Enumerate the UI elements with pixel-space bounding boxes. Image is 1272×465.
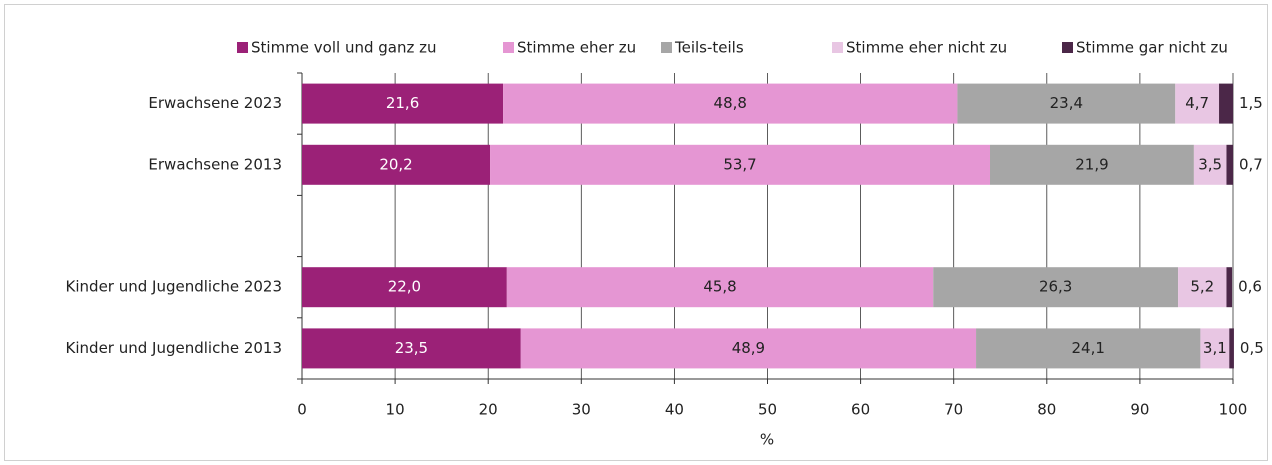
legend-label: Stimme voll und ganz zu xyxy=(251,39,437,57)
x-tick-label: 90 xyxy=(1130,401,1149,419)
legend-label: Stimme eher zu xyxy=(517,39,636,57)
legend-swatch xyxy=(1062,42,1073,53)
bar-segment xyxy=(933,267,1179,308)
data-label: 0,6 xyxy=(1238,278,1262,296)
data-label: 0,5 xyxy=(1240,339,1264,357)
bar-segment xyxy=(302,267,507,308)
data-label: 23,5 xyxy=(395,339,428,357)
bar-segment xyxy=(1226,144,1233,185)
bar-segment xyxy=(1175,83,1220,124)
bar-segment xyxy=(503,83,958,124)
bar-segment xyxy=(1219,83,1233,124)
data-label: 24,1 xyxy=(1072,339,1105,357)
data-label: 3,5 xyxy=(1198,155,1222,173)
data-label: 48,9 xyxy=(732,339,765,357)
legend-label: Teils-teils xyxy=(674,39,744,57)
legend-swatch xyxy=(237,42,248,53)
x-tick-label: 60 xyxy=(851,401,870,419)
data-label: 21,9 xyxy=(1075,155,1108,173)
x-tick-label: 10 xyxy=(386,401,405,419)
x-tick-label: 30 xyxy=(572,401,591,419)
bar-segment xyxy=(302,144,491,185)
bar-segment xyxy=(1226,267,1233,308)
bar-segment xyxy=(506,267,934,308)
legend-swatch xyxy=(832,42,843,53)
data-label: 22,0 xyxy=(388,278,421,296)
y-tick-label: Kinder und Jugendliche 2023 xyxy=(66,278,282,296)
legend-swatch xyxy=(661,42,672,53)
x-axis-label: % xyxy=(760,431,774,449)
data-label: 20,2 xyxy=(379,155,412,173)
frame xyxy=(4,4,1268,461)
data-label: 3,1 xyxy=(1203,339,1227,357)
data-label: 26,3 xyxy=(1039,278,1072,296)
bar-segment xyxy=(1229,328,1234,369)
data-label: 48,8 xyxy=(714,94,747,112)
x-tick-label: 0 xyxy=(297,401,307,419)
x-tick-label: 20 xyxy=(479,401,498,419)
data-label: 4,7 xyxy=(1185,94,1209,112)
y-tick-label: Erwachsene 2023 xyxy=(148,94,282,112)
data-label: 53,7 xyxy=(723,155,756,173)
x-tick-label: 50 xyxy=(758,401,777,419)
bar-segment xyxy=(957,83,1176,124)
bar-segment xyxy=(1200,328,1230,369)
data-label: 1,5 xyxy=(1239,94,1263,112)
bar-segment xyxy=(990,144,1194,185)
bar-segment xyxy=(490,144,991,185)
x-tick-label: 80 xyxy=(1037,401,1056,419)
y-tick-label: Erwachsene 2013 xyxy=(148,155,282,173)
bar-segment xyxy=(1178,267,1227,308)
bar-segment xyxy=(302,328,521,369)
bar-segment xyxy=(976,328,1201,369)
x-tick-label: 70 xyxy=(944,401,963,419)
data-label: 21,6 xyxy=(386,94,419,112)
y-tick-label: Kinder und Jugendliche 2013 xyxy=(66,339,282,357)
bar-segment xyxy=(302,83,504,124)
data-label: 23,4 xyxy=(1050,94,1083,112)
legend-swatch xyxy=(503,42,514,53)
x-tick-label: 100 xyxy=(1219,401,1248,419)
data-label: 5,2 xyxy=(1190,278,1214,296)
legend-label: Stimme gar nicht zu xyxy=(1076,39,1228,57)
bar-segment xyxy=(520,328,977,369)
legend-label: Stimme eher nicht zu xyxy=(846,39,1007,57)
data-label: 45,8 xyxy=(703,278,736,296)
data-label: 0,7 xyxy=(1239,155,1263,173)
x-tick-label: 40 xyxy=(665,401,684,419)
bar-segment xyxy=(1193,144,1227,185)
